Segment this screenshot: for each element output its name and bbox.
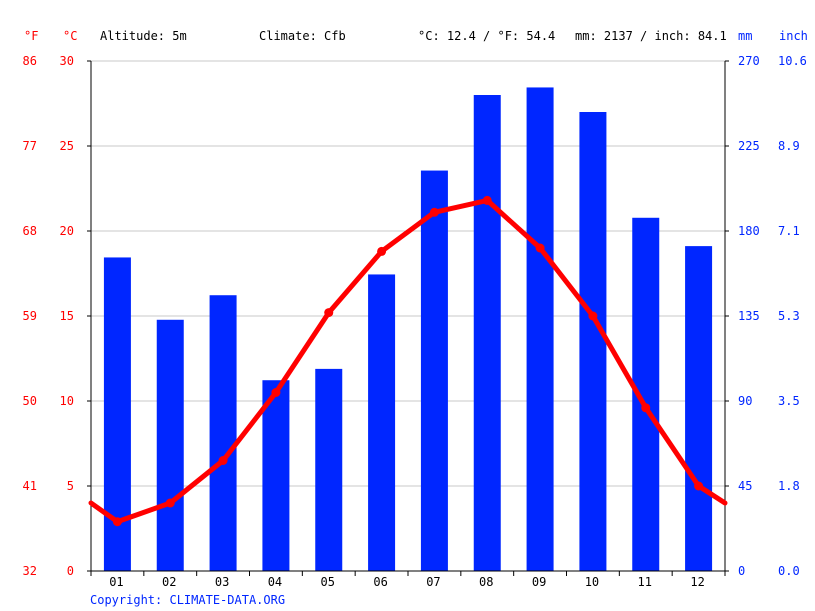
temperature-point — [218, 456, 228, 465]
temperature-point — [535, 243, 545, 253]
precipitation-bar — [473, 95, 501, 571]
precipitation-bar — [209, 295, 237, 571]
precipitation-bar — [368, 274, 396, 571]
temperature-line — [88, 195, 728, 527]
precipitation-bar — [685, 246, 713, 571]
mm-tick-label: 180 — [738, 224, 760, 238]
temperature-average-label: °C: 12.4 / °F: 54.4 — [418, 29, 555, 43]
precipitation-total-label: mm: 2137 / inch: 84.1 — [575, 29, 727, 43]
temperature-point — [641, 403, 651, 413]
mm-tick-label: 0 — [738, 564, 745, 578]
month-tick-label: 12 — [690, 575, 704, 589]
precipitation-bar — [156, 319, 184, 571]
unit-inch-label: inch — [779, 29, 808, 43]
month-tick-label: 04 — [268, 575, 282, 589]
mm-tick-label: 90 — [738, 394, 752, 408]
fahrenheit-tick-label: 68 — [23, 224, 37, 238]
inch-tick-label: 3.5 — [778, 394, 800, 408]
inch-tick-label: 7.1 — [778, 224, 800, 238]
celsius-tick-label: 25 — [60, 139, 74, 153]
inch-tick-label: 0.0 — [778, 564, 800, 578]
mm-tick-label: 45 — [738, 479, 752, 493]
inch-tick-label: 5.3 — [778, 309, 800, 323]
temperature-line-path — [88, 197, 728, 525]
month-tick-label: 09 — [532, 575, 546, 589]
unit-mm-label: mm — [738, 29, 752, 43]
month-tick-label: 02 — [162, 575, 176, 589]
month-tick-label: 06 — [373, 575, 387, 589]
temperature-point — [694, 481, 704, 491]
month-tick-label: 10 — [585, 575, 599, 589]
climate-label: Climate: Cfb — [259, 29, 346, 43]
celsius-tick-label: 20 — [60, 224, 74, 238]
precipitation-bar — [262, 380, 290, 571]
fahrenheit-tick-label: 41 — [23, 479, 37, 493]
grid-lines — [91, 60, 725, 487]
month-tick-label: 03 — [215, 575, 229, 589]
temperature-point — [165, 498, 175, 508]
celsius-tick-label: 10 — [60, 394, 74, 408]
month-tick-label: 01 — [109, 575, 123, 589]
inch-tick-label: 8.9 — [778, 139, 800, 153]
tick-labels: 32 0 0 0.0 41 5 45 1.8 50 10 90 3.5 59 15 135 5.3 68 20 18… — [23, 54, 807, 589]
temperature-point — [429, 207, 439, 217]
fahrenheit-tick-label: 32 — [23, 564, 37, 578]
mm-tick-label: 225 — [738, 139, 760, 153]
celsius-tick-label: 0 — [67, 564, 74, 578]
celsius-tick-label: 15 — [60, 309, 74, 323]
temperature-point — [377, 246, 387, 256]
temperature-point — [482, 195, 492, 205]
temperature-point — [324, 308, 334, 318]
month-tick-label: 07 — [426, 575, 440, 589]
mm-tick-label: 135 — [738, 309, 760, 323]
axes — [87, 60, 729, 576]
precipitation-bars — [103, 87, 713, 572]
celsius-tick-label: 5 — [67, 479, 74, 493]
month-tick-label: 05 — [321, 575, 335, 589]
month-tick-label: 11 — [638, 575, 652, 589]
inch-tick-label: 10.6 — [778, 54, 807, 68]
mm-tick-label: 270 — [738, 54, 760, 68]
month-tick-label: 08 — [479, 575, 493, 589]
temperature-point — [588, 311, 598, 321]
celsius-tick-label: 30 — [60, 54, 74, 68]
precipitation-bar — [420, 170, 448, 572]
fahrenheit-tick-label: 59 — [23, 309, 37, 323]
altitude-label: Altitude: 5m — [100, 29, 187, 43]
copyright-link[interactable]: Copyright: CLIMATE-DATA.ORG — [90, 593, 285, 607]
inch-tick-label: 1.8 — [778, 479, 800, 493]
temperature-point — [271, 388, 281, 397]
unit-celsius-label: °C — [63, 29, 77, 43]
precipitation-bar — [315, 368, 343, 571]
fahrenheit-tick-label: 50 — [23, 394, 37, 408]
precipitation-bar — [526, 87, 554, 571]
fahrenheit-tick-label: 77 — [23, 139, 37, 153]
precipitation-bar — [579, 112, 607, 571]
unit-fahrenheit-label: °F — [24, 29, 38, 43]
fahrenheit-tick-label: 86 — [23, 54, 37, 68]
temperature-point — [112, 517, 122, 527]
